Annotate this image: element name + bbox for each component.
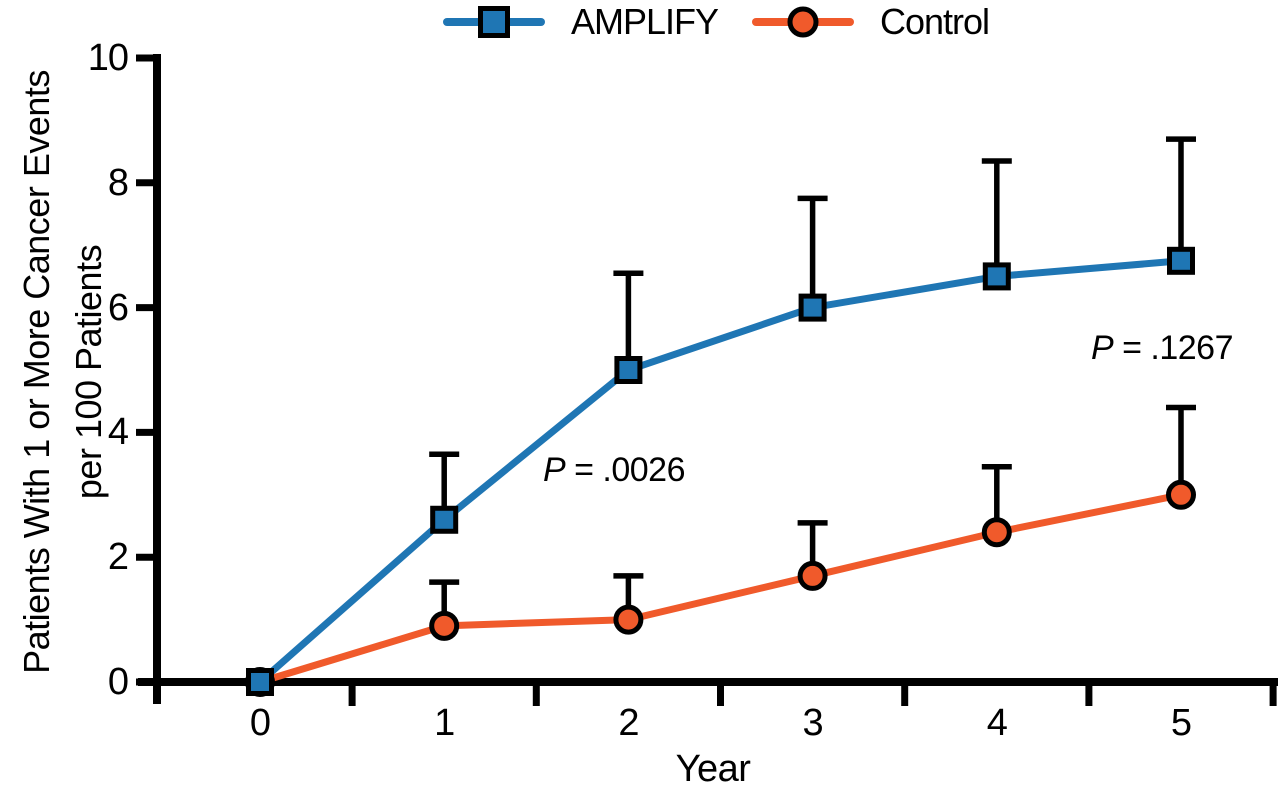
x-tick-label: 5 <box>1170 702 1192 744</box>
legend-label-amplify: AMPLIFY <box>570 1 719 42</box>
amplify-line-marker-swatch <box>442 5 545 39</box>
control-line-marker-swatch <box>751 5 854 39</box>
p-value-1-value: = .0026 <box>565 451 686 489</box>
p-value-annotation-2: P = .1267 <box>962 329 1280 368</box>
y-tick-label: 2 <box>107 536 129 579</box>
square-marker-icon <box>477 6 510 38</box>
amplify-marker <box>1167 246 1195 275</box>
p-value-1-symbol: P <box>542 451 566 489</box>
y-axis-title: Patients With 1 or More Cancer Events pe… <box>11 44 117 700</box>
legend: AMPLIFY Control <box>152 0 1280 44</box>
amplify-marker <box>614 356 643 384</box>
legend-item-amplify: AMPLIFY <box>442 1 719 43</box>
y-tick-label: 4 <box>107 411 129 454</box>
x-tick-label: 1 <box>434 702 455 744</box>
legend-item-control: Control <box>751 1 990 43</box>
y-tick-label: 10 <box>87 37 129 79</box>
y-tick-label: 6 <box>107 286 129 329</box>
control-marker <box>1166 479 1196 510</box>
p-value-annotation-1: P = .0026 <box>414 451 814 490</box>
amplify-marker <box>246 668 274 696</box>
p-value-2-value: = .1267 <box>1113 329 1234 367</box>
x-tick-label: 3 <box>802 702 824 744</box>
control-marker <box>613 604 644 635</box>
control-marker <box>981 517 1012 548</box>
amplify-marker <box>798 293 827 322</box>
x-tick-label: 0 <box>249 702 271 744</box>
y-tick-label: 8 <box>107 161 129 204</box>
y-tick-label: 0 <box>107 661 129 703</box>
x-tick-label: 4 <box>986 702 1008 744</box>
y-axis-title-line1: Patients With 1 or More Cancer Events <box>16 70 57 674</box>
control-marker <box>429 610 460 641</box>
amplify-marker <box>430 505 459 534</box>
circle-marker-icon <box>787 6 819 38</box>
control-line <box>256 491 1185 686</box>
legend-label-control: Control <box>879 1 990 42</box>
amplify-line <box>256 257 1185 686</box>
y-axis-title-line2: per 100 Patients <box>68 244 109 500</box>
amplify-marker <box>982 262 1011 291</box>
x-axis-title: Year <box>675 748 751 790</box>
p-value-2-symbol: P <box>1090 329 1114 367</box>
x-tick-label: 2 <box>618 702 639 744</box>
control-marker <box>797 560 828 591</box>
